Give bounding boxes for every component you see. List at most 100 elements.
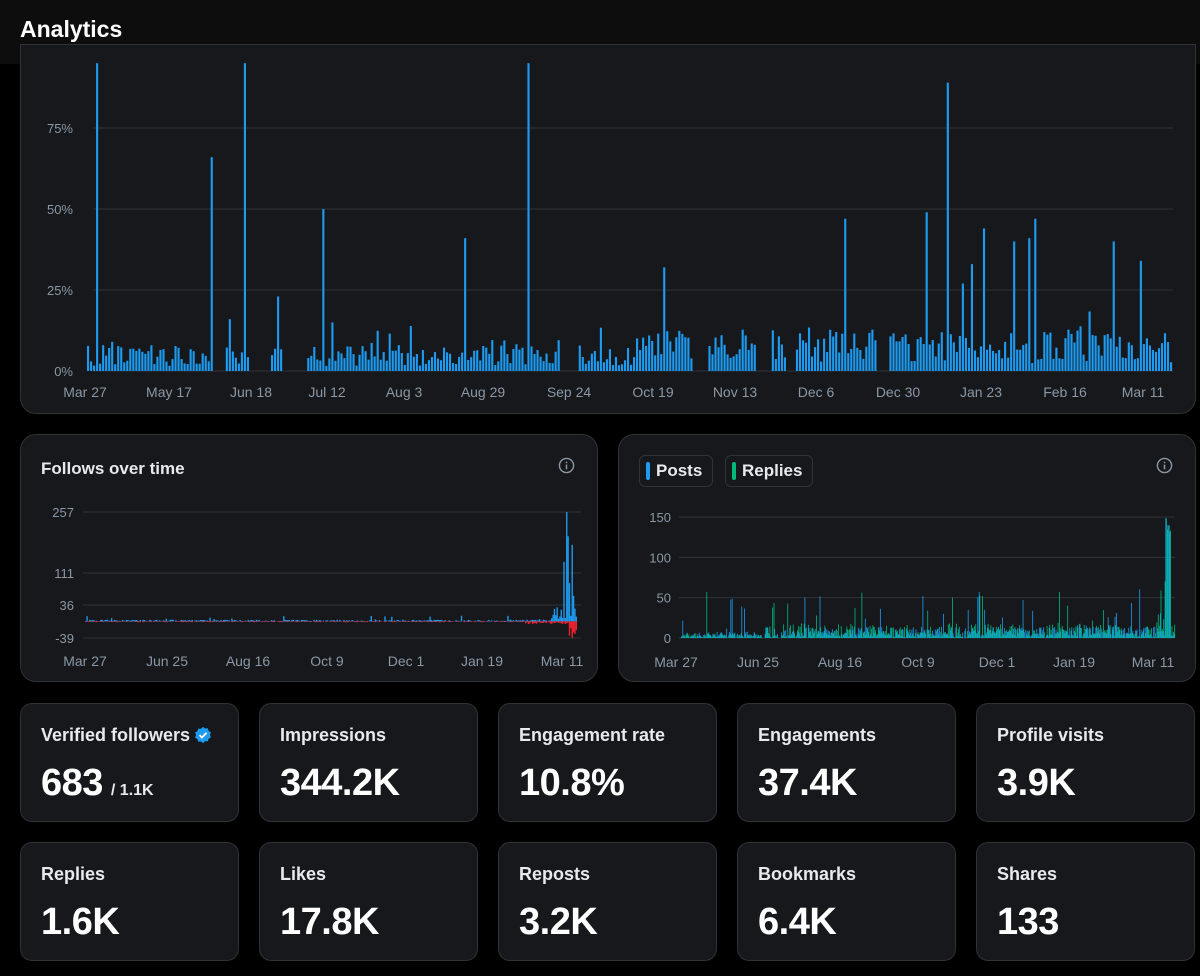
unfollow-bar[interactable] (153, 621, 155, 623)
posts-bar[interactable] (785, 630, 787, 638)
engagement-bar[interactable] (865, 346, 868, 371)
posts-bar[interactable] (797, 632, 799, 638)
engagement-rate-chart[interactable]: 75%50%25%0% Mar 27 May 17 Jun 18 Jul 12 Aug … (21, 45, 1196, 414)
replies-bar[interactable] (1002, 633, 1004, 638)
replies-bar[interactable] (943, 633, 945, 638)
posts-bar[interactable] (709, 634, 711, 638)
unfollow-bar[interactable] (482, 621, 485, 622)
engagement-bar[interactable] (723, 344, 726, 371)
posts-bar[interactable] (1055, 629, 1057, 638)
engagement-bar[interactable] (461, 352, 464, 371)
unfollow-bar[interactable] (411, 621, 413, 623)
replies-bar[interactable] (1057, 622, 1059, 638)
unfollow-bar[interactable] (221, 621, 224, 622)
unfollow-bar[interactable] (356, 621, 359, 623)
replies-bar[interactable] (732, 633, 734, 638)
engagement-bar[interactable] (1136, 358, 1139, 371)
follow-bar[interactable] (430, 619, 433, 622)
unfollow-bar[interactable] (333, 621, 336, 623)
replies-bar[interactable] (1130, 626, 1132, 638)
engagement-bar[interactable] (192, 351, 195, 371)
follow-bar[interactable] (149, 619, 151, 622)
replies-bar[interactable] (1070, 637, 1071, 638)
follow-bar[interactable] (391, 616, 393, 622)
posts-bar[interactable] (853, 626, 855, 638)
engagement-bar[interactable] (1085, 361, 1088, 371)
replies-bar[interactable] (735, 637, 736, 638)
replies-bar[interactable] (1012, 624, 1014, 638)
unfollow-bar[interactable] (285, 621, 288, 622)
engagement-bar[interactable] (578, 345, 581, 372)
engagement-bar[interactable] (919, 337, 922, 371)
follow-bar[interactable] (563, 561, 565, 622)
engagement-bar[interactable] (717, 347, 720, 371)
follow-bar[interactable] (505, 620, 508, 622)
replies-bar[interactable] (1105, 630, 1107, 638)
engagement-bar[interactable] (515, 344, 518, 371)
unfollow-bar[interactable] (429, 621, 431, 623)
engagement-bar[interactable] (726, 354, 729, 371)
replies-bar[interactable] (895, 629, 897, 638)
replies-bar[interactable] (1102, 610, 1104, 638)
unfollow-bar[interactable] (190, 621, 192, 623)
engagement-bar[interactable] (111, 341, 114, 371)
replies-bar[interactable] (865, 634, 867, 638)
posts-bar[interactable] (1131, 602, 1132, 638)
posts-bar[interactable] (694, 636, 696, 638)
replies-bar[interactable] (783, 624, 785, 638)
engagement-bar[interactable] (144, 353, 147, 371)
follow-bar[interactable] (478, 620, 480, 622)
posts-bar[interactable] (858, 627, 859, 638)
posts-bar[interactable] (1169, 531, 1171, 638)
replies-bar[interactable] (986, 632, 988, 638)
engagement-bar[interactable] (328, 358, 331, 371)
engagement-bar[interactable] (464, 238, 467, 371)
follow-bar[interactable] (555, 615, 557, 622)
replies-bar[interactable] (1016, 630, 1018, 638)
unfollow-bar[interactable] (361, 621, 363, 623)
engagement-bar[interactable] (581, 357, 584, 371)
engagement-bar[interactable] (403, 364, 406, 371)
replies-bar[interactable] (990, 625, 992, 638)
engagement-bar[interactable] (934, 356, 937, 371)
unfollow-bar[interactable] (358, 621, 360, 622)
replies-bar[interactable] (1116, 626, 1118, 639)
replies-bar[interactable] (836, 630, 838, 638)
follow-bar[interactable] (426, 620, 429, 622)
replies-bar[interactable] (803, 623, 805, 638)
posts-bar[interactable] (686, 632, 688, 638)
replies-bar[interactable] (839, 635, 841, 638)
posts-bar[interactable] (954, 637, 955, 638)
follow-bar[interactable] (533, 620, 535, 622)
replies-bar[interactable] (869, 625, 871, 638)
legend-replies[interactable]: Replies (725, 455, 814, 487)
follow-bar[interactable] (100, 620, 102, 622)
replies-bar[interactable] (893, 627, 894, 638)
engagement-bar[interactable] (530, 346, 533, 371)
replies-bar[interactable] (1031, 634, 1033, 638)
posts-bar[interactable] (749, 636, 751, 638)
unfollow-bar[interactable] (570, 621, 572, 629)
replies-bar[interactable] (1146, 626, 1148, 638)
replies-bar[interactable] (709, 634, 710, 638)
replies-bar[interactable] (729, 633, 731, 638)
engagement-bar[interactable] (527, 63, 530, 371)
replies-bar[interactable] (1134, 633, 1136, 638)
engagement-bar[interactable] (732, 356, 735, 371)
engagement-bar[interactable] (611, 365, 615, 371)
follow-bar[interactable] (225, 620, 228, 622)
posts-bar[interactable] (819, 596, 821, 638)
posts-bar[interactable] (1099, 633, 1101, 638)
replies-bar[interactable] (1050, 629, 1052, 638)
unfollow-bar[interactable] (87, 621, 90, 623)
posts-bar[interactable] (881, 627, 883, 638)
engagement-bar[interactable] (1127, 342, 1130, 371)
unfollow-bar[interactable] (266, 621, 269, 622)
posts-bar[interactable] (827, 630, 829, 638)
engagement-bar[interactable] (394, 350, 397, 371)
follow-bar[interactable] (552, 614, 554, 622)
posts-bar[interactable] (855, 634, 857, 638)
follow-bar[interactable] (292, 619, 295, 622)
engagement-bar[interactable] (557, 340, 560, 371)
replies-bar[interactable] (1108, 625, 1110, 638)
